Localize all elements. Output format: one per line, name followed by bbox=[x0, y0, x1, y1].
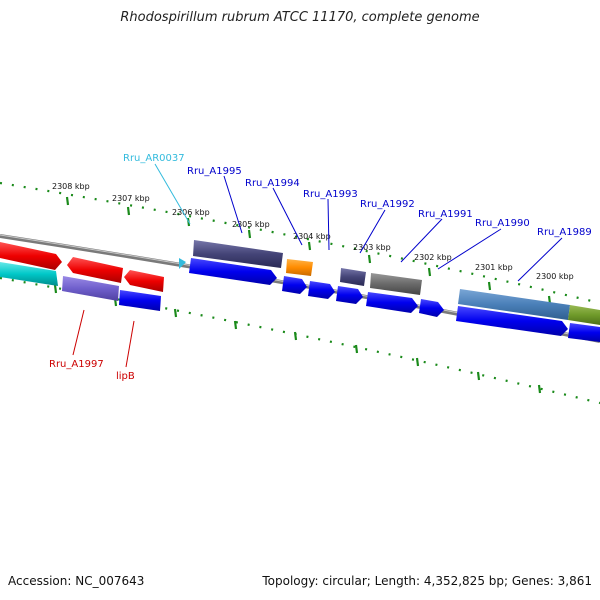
gene-label: Rru_A1990 bbox=[475, 218, 530, 229]
forward-gene-arrow bbox=[366, 292, 418, 313]
forward-gene-arrow bbox=[308, 281, 335, 299]
kbp-label: 2306 kbp bbox=[172, 208, 210, 217]
forward-gene-arrow bbox=[456, 306, 568, 336]
kbp-label: 2304 kbp bbox=[293, 232, 331, 241]
leader-line bbox=[359, 209, 386, 254]
gene-label: lipB bbox=[116, 371, 135, 382]
leader-line bbox=[72, 309, 85, 356]
forward-gene-arrow bbox=[568, 323, 600, 342]
forward-gene-arrow bbox=[282, 276, 307, 294]
reverse-gene-arrow bbox=[124, 270, 164, 292]
reverse-gene-arrow bbox=[67, 257, 123, 283]
kbp-label: 2303 kbp bbox=[353, 243, 391, 252]
gene-label: Rru_A1997 bbox=[49, 359, 104, 370]
forward-gene-arrow bbox=[336, 286, 363, 304]
genome-summary: Topology: circular; Length: 4,352,825 bp… bbox=[262, 574, 592, 588]
forward-gene-arrow bbox=[189, 258, 277, 285]
gene-block bbox=[340, 268, 366, 286]
gene-label: Rru_A1991 bbox=[418, 209, 473, 220]
gene-label: Rru_A1993 bbox=[303, 189, 358, 200]
gene-label: Rru_A1994 bbox=[245, 178, 300, 189]
leader-line bbox=[327, 198, 330, 251]
leader-line bbox=[400, 218, 443, 263]
leader-line bbox=[125, 320, 135, 368]
gene-label: Rru_A1992 bbox=[360, 199, 415, 210]
gene-block bbox=[458, 289, 570, 320]
gene-block bbox=[119, 290, 161, 311]
kbp-ruler-upper bbox=[0, 181, 600, 305]
kbp-label: 2307 kbp bbox=[112, 194, 150, 203]
leader-line bbox=[437, 228, 502, 270]
gene-block bbox=[370, 273, 422, 295]
genome-title: Rhodospirillum rubrum ATCC 11170, comple… bbox=[120, 10, 480, 25]
kbp-label: 2308 kbp bbox=[52, 182, 90, 191]
gene-block bbox=[193, 240, 283, 268]
rna-gene-arrow bbox=[0, 262, 58, 286]
leader-line bbox=[517, 237, 563, 282]
gene-label: Rru_AR0037 bbox=[123, 153, 185, 164]
leader-line bbox=[223, 175, 243, 234]
accession-text: Accession: NC_007643 bbox=[8, 574, 145, 588]
gene-block bbox=[568, 305, 600, 325]
kbp-label: 2300 kbp bbox=[536, 272, 574, 281]
gene-label: Rru_A1989 bbox=[537, 227, 592, 238]
kbp-label: 2305 kbp bbox=[232, 220, 270, 229]
gene-block bbox=[62, 276, 119, 301]
leader-line bbox=[154, 163, 191, 225]
leader-line bbox=[272, 187, 303, 246]
gene-label: Rru_A1995 bbox=[187, 166, 242, 177]
kbp-label: 2301 kbp bbox=[475, 263, 513, 272]
reverse-gene-arrow bbox=[0, 242, 62, 270]
gene-block bbox=[286, 259, 313, 276]
kbp-label: 2302 kbp bbox=[414, 253, 452, 262]
rna-marker bbox=[179, 258, 186, 269]
forward-gene-arrow bbox=[419, 299, 444, 317]
